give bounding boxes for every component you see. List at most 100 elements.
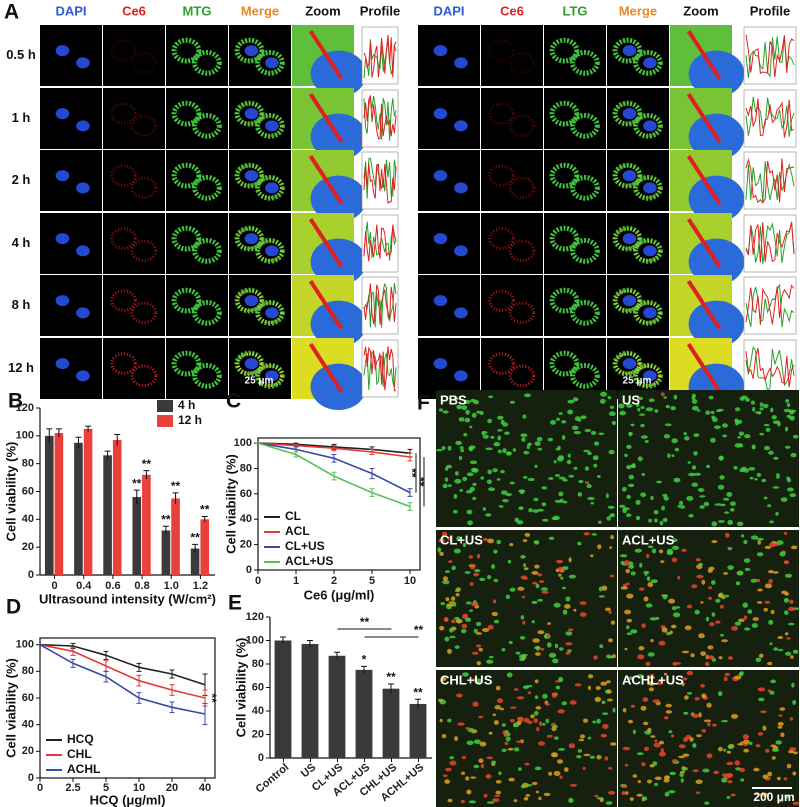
cell-dot	[509, 718, 515, 723]
cell-dot	[637, 654, 645, 660]
y-tick-label: 100	[246, 634, 264, 646]
cell-dot	[523, 393, 531, 398]
cell-dot	[437, 698, 444, 702]
panel-letter: A	[4, 1, 19, 24]
cell-dot	[692, 769, 699, 773]
cell-dot	[558, 748, 566, 751]
cell-dot	[696, 734, 702, 738]
cell-dot	[472, 701, 479, 707]
cell-dot	[673, 394, 678, 400]
cell-dot	[699, 505, 705, 509]
cell-dot	[654, 776, 662, 781]
cell-dot	[505, 736, 511, 742]
cell-dot	[691, 465, 697, 470]
cell-dot	[552, 515, 560, 521]
cell-dot	[534, 464, 538, 468]
cell-dot	[518, 489, 526, 493]
cell-dot	[647, 727, 652, 733]
cell-cytoplasm	[570, 49, 600, 76]
x-tick-label: 10	[133, 782, 145, 794]
cell-dot	[764, 445, 770, 451]
image-background	[103, 338, 165, 399]
error-bar	[407, 452, 413, 462]
cell-dot	[644, 440, 649, 443]
cell-dot	[584, 481, 590, 484]
cell-dot	[790, 655, 794, 659]
cell-dot	[648, 681, 655, 686]
cell-ce6	[614, 164, 641, 187]
cell-dot	[786, 476, 790, 480]
cell-cytoplasm	[192, 299, 222, 326]
cell-dot	[723, 676, 728, 682]
cell-dot	[552, 658, 559, 664]
micrograph	[103, 25, 165, 86]
profile-plot	[361, 214, 399, 273]
cell-dot	[771, 415, 777, 420]
cell-dot	[456, 536, 462, 542]
y-tick-label: 80	[22, 458, 34, 470]
cell-dot	[482, 628, 490, 632]
cell-dot	[705, 410, 710, 415]
cell-dot	[686, 670, 694, 676]
y-tick-label: 100	[16, 639, 34, 651]
significance-label: **	[414, 623, 424, 637]
cell-dot	[742, 739, 750, 745]
legend-label: 4 h	[178, 398, 195, 412]
cell-dot	[598, 520, 602, 524]
cell-dot	[537, 598, 543, 602]
cell-dot	[660, 560, 665, 563]
significance-label: **	[132, 476, 142, 490]
cell-dot	[460, 799, 465, 804]
cell-dot	[630, 704, 636, 708]
cell-cytoplasm	[612, 100, 643, 127]
cell-dot	[467, 520, 473, 526]
cell-dot	[713, 425, 721, 430]
y-tick-label: 80	[240, 462, 252, 474]
cell-nucleus	[265, 57, 279, 69]
cell-dot	[671, 759, 678, 763]
x-axis-label: HCQ (μg/ml)	[90, 792, 166, 807]
cell-dot	[671, 734, 675, 738]
cell-ce6	[256, 51, 284, 75]
cell-dot	[562, 609, 568, 615]
cell-dot	[532, 581, 538, 585]
cell-dot	[662, 493, 668, 497]
cell-dot	[472, 482, 477, 486]
profile-plot	[361, 339, 399, 398]
cell-dot	[693, 451, 698, 456]
cell-dot	[793, 751, 798, 755]
cell-dot	[485, 774, 492, 779]
cell-dot	[553, 771, 561, 776]
cell-dot	[532, 509, 539, 513]
cell-dot	[711, 658, 716, 662]
cell-dot	[507, 747, 514, 751]
image-label: ACL+US	[622, 532, 675, 547]
cell-dot	[626, 625, 630, 630]
cell-dot	[668, 730, 673, 734]
x-tick-label: 5	[103, 782, 109, 794]
cell-dot	[492, 468, 498, 473]
cell-dot	[466, 472, 474, 477]
zoom-profile-line	[308, 343, 344, 393]
zoom-profile-line	[308, 93, 344, 143]
cell-nucleus	[244, 295, 259, 307]
cell-dot	[711, 612, 716, 617]
micrograph	[418, 150, 480, 211]
cell-dot	[573, 466, 578, 470]
cell-dot	[610, 620, 616, 625]
cell-dot	[587, 451, 592, 456]
cell-dot	[606, 516, 611, 521]
profile-plot	[743, 89, 797, 148]
cell-dot	[664, 423, 672, 427]
error-bar	[201, 516, 208, 523]
significance-label: **	[190, 531, 200, 545]
cell-dot	[446, 603, 454, 607]
cell-ce6	[488, 102, 515, 125]
cell-dot	[658, 549, 664, 554]
cell-dot	[553, 460, 557, 464]
cell-dot	[444, 467, 449, 471]
cell-cytoplasm	[192, 362, 222, 389]
cell-dot	[562, 478, 568, 482]
cell-dot	[624, 453, 628, 458]
cell-dot	[665, 703, 672, 708]
